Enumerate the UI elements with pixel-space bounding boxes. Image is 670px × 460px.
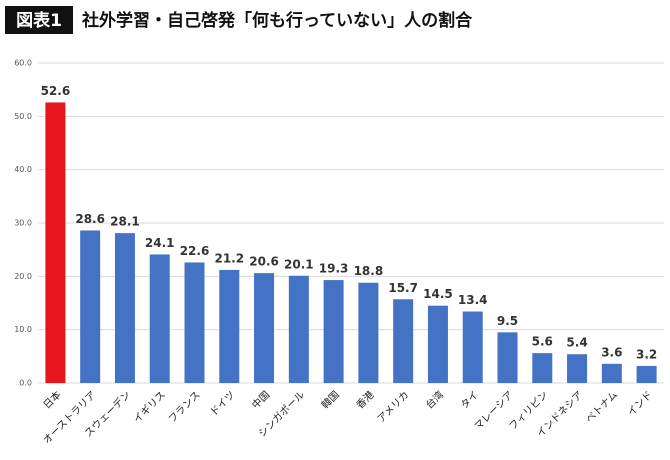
value-label: 9.5 xyxy=(497,314,518,328)
value-label: 21.2 xyxy=(214,251,244,265)
bar xyxy=(149,254,170,383)
y-tick-label: 30.0 xyxy=(14,219,32,228)
value-label: 52.6 xyxy=(41,84,71,98)
bar xyxy=(393,299,414,383)
value-label: 19.3 xyxy=(319,262,349,276)
bar xyxy=(358,282,379,383)
value-label: 15.7 xyxy=(388,281,418,295)
value-label: 24.1 xyxy=(145,236,175,250)
badge: 図表1 xyxy=(16,10,62,31)
chart-title: 社外学習・自己啓発「何も行っていない」人の割合 xyxy=(81,10,473,31)
bar xyxy=(80,230,101,383)
bar xyxy=(45,102,66,383)
bar xyxy=(427,305,448,383)
x-tick-label: フランス xyxy=(166,389,203,426)
x-tick-label: イギリス xyxy=(131,389,168,426)
y-tick-label: 0.0 xyxy=(19,379,32,388)
bar xyxy=(114,233,135,383)
value-label: 18.8 xyxy=(354,264,384,278)
x-tick-label: 台湾 xyxy=(423,388,446,411)
value-label: 22.6 xyxy=(180,244,210,258)
bar xyxy=(601,363,622,383)
value-label: 28.6 xyxy=(75,212,105,226)
x-tick-label: 韓国 xyxy=(319,389,342,412)
value-label: 3.2 xyxy=(636,347,657,361)
bar xyxy=(567,354,588,383)
y-tick-label: 40.0 xyxy=(14,165,32,174)
x-tick-label: インド xyxy=(626,389,655,418)
x-tick-label: 香港 xyxy=(354,389,377,412)
bar xyxy=(636,365,657,383)
value-label: 28.1 xyxy=(110,215,140,229)
x-tick-label: 中国 xyxy=(249,388,272,411)
x-tick-label: 日本 xyxy=(40,388,63,411)
value-label: 13.4 xyxy=(458,293,488,307)
bar xyxy=(254,273,275,383)
y-tick-label: 60.0 xyxy=(14,59,32,68)
x-tick-label: タイ xyxy=(458,389,481,412)
y-tick-label: 20.0 xyxy=(14,272,32,281)
y-tick-label: 10.0 xyxy=(14,325,32,334)
bar xyxy=(323,280,344,383)
y-tick-label: 50.0 xyxy=(14,112,32,121)
bar xyxy=(462,311,483,383)
value-label: 14.5 xyxy=(423,287,453,301)
value-label: 5.4 xyxy=(566,336,587,350)
bar xyxy=(184,262,205,383)
bar xyxy=(219,269,240,383)
x-tick-label: ベトナム xyxy=(584,389,621,426)
x-tick-label: アメリカ xyxy=(375,389,411,425)
x-tick-label: ドイツ xyxy=(209,389,238,418)
value-label: 20.1 xyxy=(284,257,314,271)
bar xyxy=(497,332,518,383)
bar xyxy=(532,353,553,383)
badge-box xyxy=(5,6,73,34)
value-label: 3.6 xyxy=(601,345,622,359)
bar xyxy=(288,275,309,383)
value-label: 5.6 xyxy=(532,335,553,349)
value-label: 20.6 xyxy=(249,255,279,269)
